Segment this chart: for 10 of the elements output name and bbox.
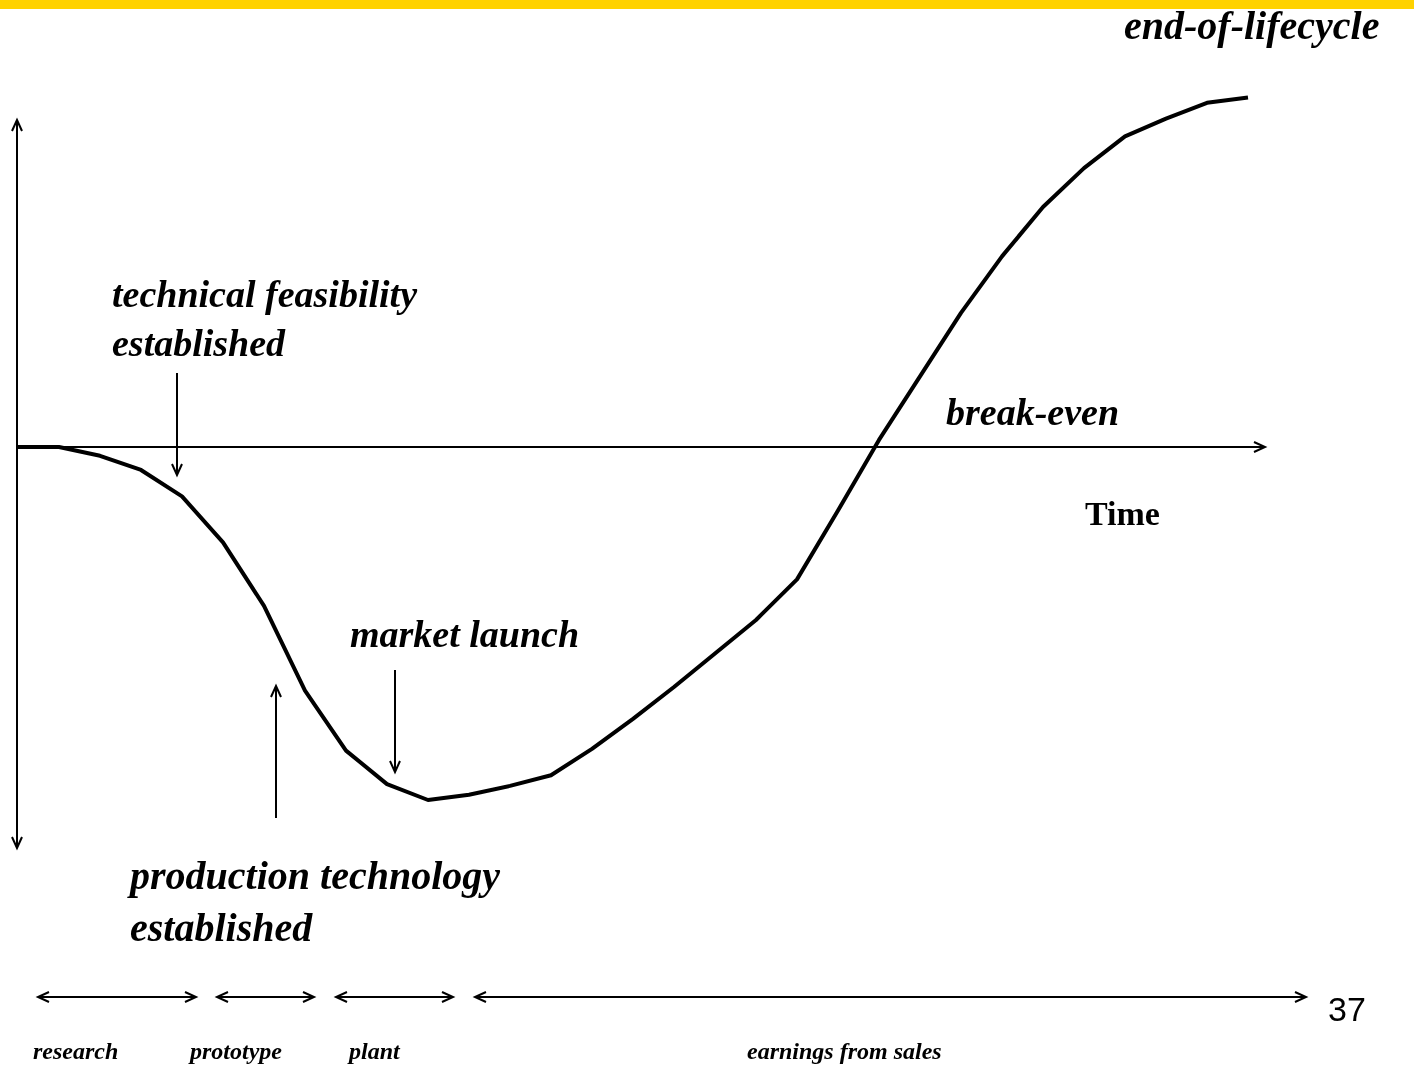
- text: end-of-lifecycle: [1124, 2, 1380, 49]
- annotation: technical feasibility established: [112, 272, 419, 367]
- annotation: break-even: [946, 390, 1120, 434]
- text: earnings from sales: [747, 1038, 942, 1065]
- text: 37: [1328, 990, 1366, 1029]
- text: prototype: [190, 1038, 282, 1065]
- x-axis-title: Time: [1085, 495, 1160, 533]
- annotation: market launch: [350, 612, 580, 656]
- text: research: [33, 1038, 119, 1065]
- text: plant: [349, 1038, 400, 1065]
